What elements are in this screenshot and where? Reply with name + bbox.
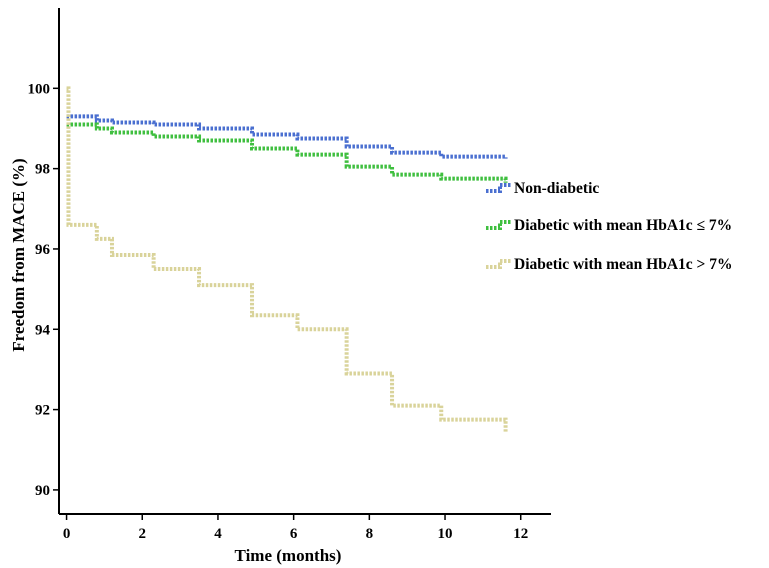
y-tick-label: 94 [35,322,51,338]
x-tick-label: 8 [366,526,374,542]
x-tick-label: 0 [63,526,71,542]
y-tick-label: 96 [35,242,51,258]
legend: Non-diabetic Diabetic with mean HbA1c ≤ 7… [486,180,733,273]
series-line-3 [66,86,508,432]
series-line-1 [66,114,508,159]
x-ticks: 0 2 4 6 8 10 12 [63,514,528,542]
x-tick-label: 12 [513,526,528,542]
y-tick-label: 98 [35,162,50,178]
curves [66,86,508,432]
x-tick-label: 10 [438,526,453,542]
x-tick-label: 6 [290,526,298,542]
x-tick-label: 4 [214,526,222,542]
legend-swatch-2 [486,220,512,230]
legend-label-3: Diabetic with mean HbA1c > 7% [514,256,733,273]
x-tick-label: 2 [139,526,147,542]
y-axis-title: Freedom from MACE (%) [9,158,28,351]
y-tick-label: 100 [28,81,51,97]
y-tick-label: 90 [35,483,50,499]
legend-swatch-1 [486,183,512,193]
legend-swatch-3 [486,259,512,269]
series-line-2 [66,122,508,183]
x-axis-title: Time (months) [235,546,342,565]
legend-label-2: Diabetic with mean HbA1c ≤ 7% [514,217,732,234]
axes [58,8,551,515]
y-tick-label: 92 [35,403,50,419]
legend-label-1: Non-diabetic [514,180,599,197]
y-ticks: 90 92 94 96 98 100 [28,81,59,499]
